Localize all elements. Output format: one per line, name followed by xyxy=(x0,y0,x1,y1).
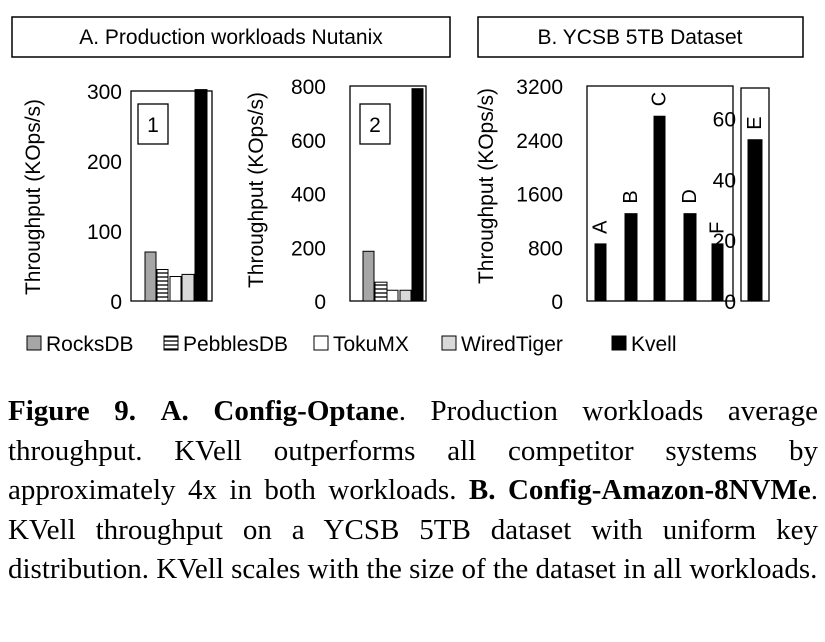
y-tick-label: 20 xyxy=(713,230,736,253)
legend: RocksDB PebblesDB TokuMX WiredTiger Kvell xyxy=(26,333,677,356)
y-tick-label: 0 xyxy=(110,291,122,314)
bar-a xyxy=(594,243,607,302)
bar-category-label: D xyxy=(679,189,701,203)
bar-wiredtiger xyxy=(181,273,195,302)
legend-item-tokumx: TokuMX xyxy=(313,333,409,356)
panel-b-title: B. YCSB 5TB Dataset xyxy=(537,26,742,49)
bar-pebblesdb xyxy=(374,281,388,302)
bar-tokumx xyxy=(169,276,182,302)
y-tick-label: 1600 xyxy=(516,184,563,207)
panel-a-title-box xyxy=(11,16,451,58)
legend-label: WiredTiger xyxy=(461,333,563,356)
bar-rocksdb xyxy=(144,251,157,302)
bar-c xyxy=(653,115,666,302)
legend-label: RocksDB xyxy=(46,333,134,356)
legend-swatch xyxy=(441,335,457,351)
legend-item-kvell: Kvell xyxy=(611,333,677,356)
legend-swatch xyxy=(313,335,329,351)
y-tick-label: 100 xyxy=(87,221,122,244)
bar-b xyxy=(624,213,638,302)
y-tick-label: 800 xyxy=(528,237,563,260)
bar-category-label: A xyxy=(590,220,612,234)
caption-part-a-label: A. Config-Optane xyxy=(160,395,399,427)
figure-9-chart: A. Production workloads Nutanix B. YCSB … xyxy=(11,16,804,356)
y-tick-label: 600 xyxy=(291,130,326,153)
caption-part-b-label: B. Config-Amazon-8NVMe xyxy=(468,474,811,506)
y-tick-label: 200 xyxy=(291,237,326,260)
legend-swatch xyxy=(163,335,179,351)
bar-kvell xyxy=(194,89,208,302)
bar-pebblesdb xyxy=(156,269,169,302)
legend-item-pebblesdb: PebblesDB xyxy=(163,333,288,356)
y-tick-label: 300 xyxy=(87,81,122,104)
bar-category-label: F xyxy=(707,222,729,234)
legend-swatch xyxy=(611,335,627,351)
chart-4: 0 20 40 60 E xyxy=(713,87,770,314)
bar-category-label: E xyxy=(744,116,766,129)
legend-swatch xyxy=(26,335,42,351)
y-tick-label: 40 xyxy=(713,169,736,192)
y-tick-label: 3200 xyxy=(516,76,563,99)
caption-part-b-text: . KVell throughput on a YCSB 5TB dataset… xyxy=(8,474,819,585)
caption-figure-label: Figure 9. xyxy=(8,395,136,427)
panel-number-label: 2 xyxy=(369,114,381,137)
legend-item-wiredtiger: WiredTiger xyxy=(441,333,563,356)
panel-number-label: 1 xyxy=(147,114,159,137)
y-axis-label: Throughput (KOps/s) xyxy=(22,99,45,295)
y-tick-label: 2400 xyxy=(516,130,563,153)
bar-category-label: C xyxy=(649,92,671,106)
y-tick-label: 200 xyxy=(87,151,122,174)
y-tick-label: 0 xyxy=(724,291,736,314)
bar-category-label: B xyxy=(620,190,642,203)
caption-part-a-text: . Production workloads average throughpu… xyxy=(8,395,818,506)
bar-kvell xyxy=(411,88,424,302)
y-tick-label: 0 xyxy=(314,291,326,314)
legend-label: Kvell xyxy=(631,333,677,356)
y-tick-label: 800 xyxy=(291,76,326,99)
bar-rocksdb xyxy=(362,250,375,302)
y-tick-label: 0 xyxy=(551,291,563,314)
panel-number-box xyxy=(137,103,169,145)
panel-a-title: A. Production workloads Nutanix xyxy=(79,26,383,49)
panel-b-title-box xyxy=(477,16,804,58)
y-axis-label: Throughput (KOps/s) xyxy=(245,92,268,288)
bar-wiredtiger xyxy=(399,289,412,302)
bar-f xyxy=(711,243,724,302)
bar-e xyxy=(747,139,763,302)
legend-label: PebblesDB xyxy=(183,333,288,356)
legend-label: TokuMX xyxy=(333,333,409,356)
bar-d xyxy=(683,213,697,302)
y-tick-label: 400 xyxy=(291,184,326,207)
chart-3: 0 800 1600 2400 3200 Throughput (KOps/s) A B C D F xyxy=(475,76,734,314)
chart-2: 0 200 400 600 800 Throughput (KOps/s) 2 xyxy=(245,76,427,314)
y-axis-label: Throughput (KOps/s) xyxy=(475,88,498,284)
chart-1: 0 100 200 300 Throughput (KOps/s) 1 xyxy=(22,81,213,314)
panel-number-box xyxy=(359,103,391,145)
bar-tokumx xyxy=(386,289,399,302)
figure-caption: Figure 9. A. Config-Optane. Production w… xyxy=(8,392,818,590)
legend-item-rocksdb: RocksDB xyxy=(26,333,134,356)
y-tick-label: 60 xyxy=(713,108,736,131)
